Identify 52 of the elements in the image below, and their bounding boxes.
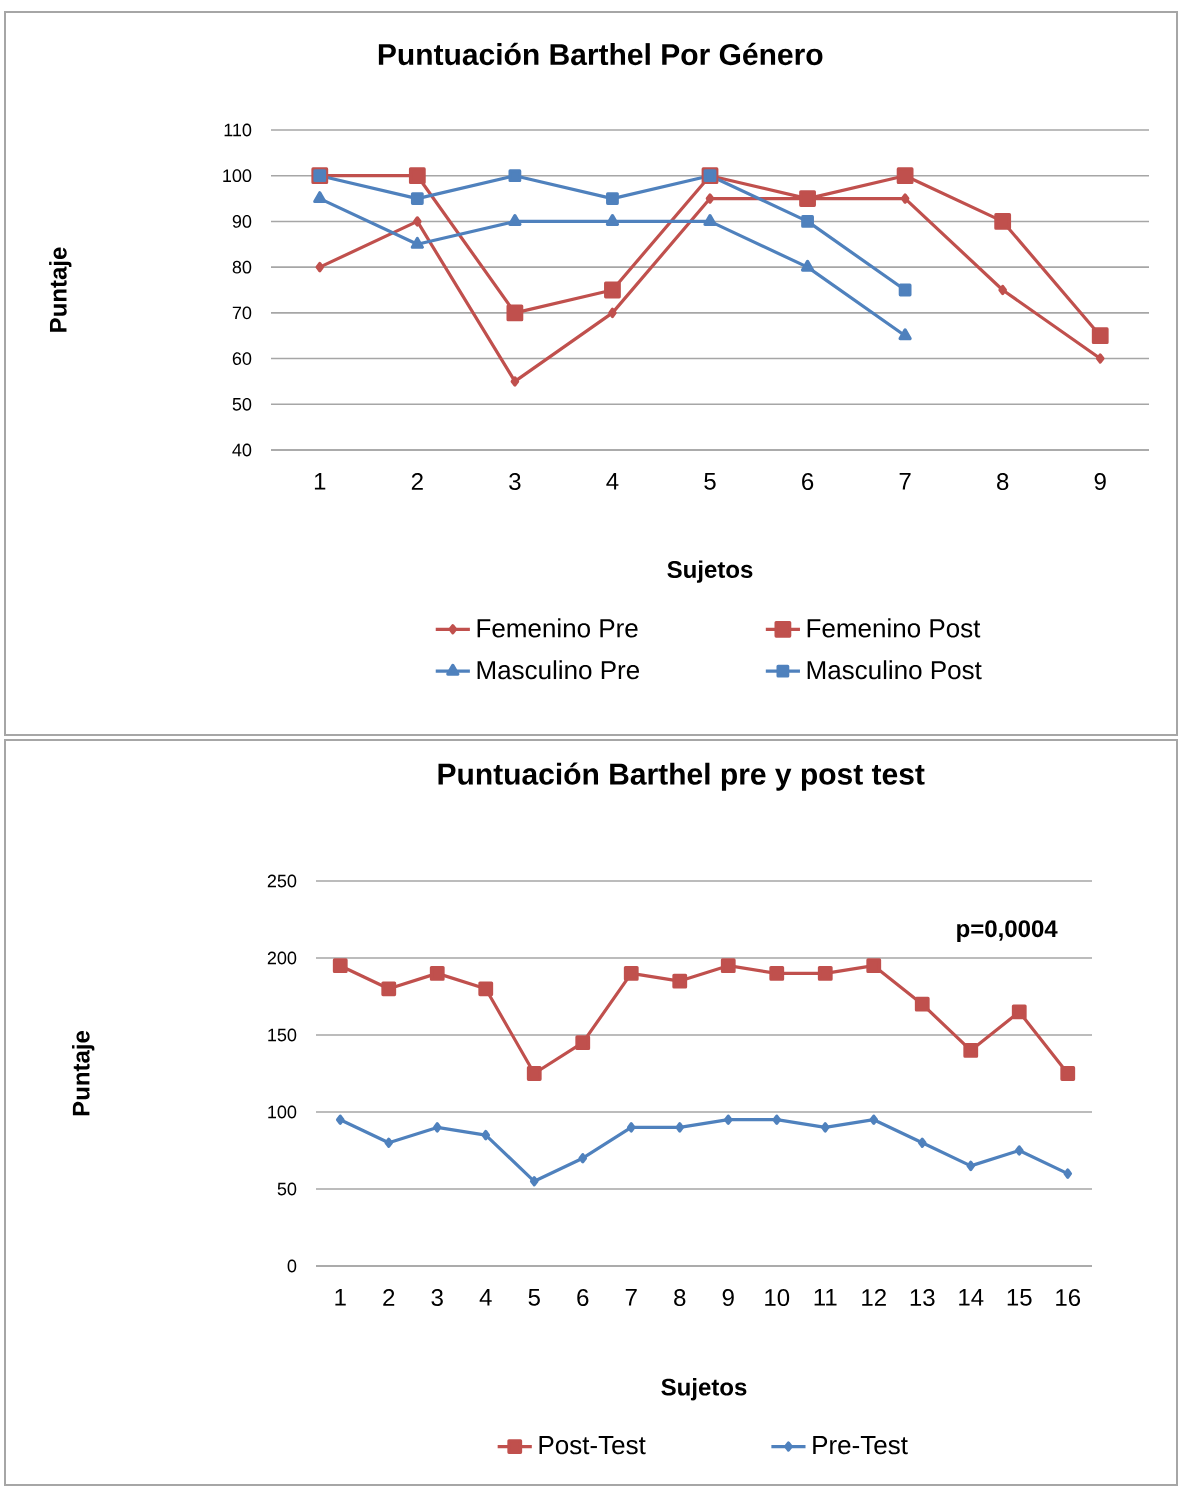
- y-tick-label: 100: [268, 1105, 297, 1119]
- chart-title: Puntuación Barthel pre y post test: [438, 762, 925, 791]
- x-tick-label: 12: [862, 1289, 886, 1306]
- x-axis-title: Sujetos: [667, 560, 753, 583]
- y-tick-label: 60: [232, 352, 252, 365]
- x-tick-label: 10: [765, 1289, 790, 1307]
- x-tick-label: 7: [625, 1289, 637, 1306]
- x-tick-label: 2: [411, 473, 423, 490]
- x-tick-label: 1: [314, 473, 326, 490]
- y-tick-label: 80: [232, 260, 252, 274]
- y-tick-label: 150: [268, 1028, 297, 1042]
- y-tick-label: 50: [277, 1182, 297, 1196]
- annotation: p=0,0004: [957, 920, 1058, 942]
- legend-label: Femenino Pre: [477, 618, 638, 638]
- x-tick-label: 8: [674, 1289, 686, 1307]
- y-tick-label: 90: [232, 215, 252, 228]
- x-tick-label: 6: [577, 1289, 589, 1307]
- x-tick-label: 3: [431, 1289, 443, 1307]
- legend-label: Femenino Post: [807, 618, 981, 638]
- y-axis-title: Puntaje: [72, 1030, 95, 1116]
- x-tick-label: 15: [1007, 1289, 1032, 1306]
- x-tick-label: 14: [959, 1289, 984, 1306]
- x-tick-label: 3: [509, 473, 521, 491]
- legend-label: Post-Test: [539, 1436, 646, 1455]
- y-tick-label: 70: [232, 306, 252, 320]
- x-tick-label: 8: [997, 473, 1009, 491]
- x-tick-label: 5: [704, 473, 716, 490]
- x-tick-label: 9: [1094, 473, 1106, 491]
- legend-label: Pre-Test: [813, 1436, 908, 1455]
- y-tick-label: 100: [223, 169, 252, 183]
- x-tick-label: 4: [479, 1289, 492, 1306]
- y-tick-label: 0: [287, 1259, 297, 1273]
- x-tick-label: 16: [1056, 1289, 1081, 1307]
- x-tick-label: 7: [899, 473, 911, 490]
- x-tick-label: 4: [606, 473, 619, 490]
- x-tick-label: 2: [383, 1289, 395, 1306]
- y-tick-label: 250: [267, 874, 297, 888]
- x-tick-label: 13: [910, 1289, 935, 1307]
- y-tick-label: 40: [232, 443, 252, 457]
- legend-label: Masculino Pre: [477, 660, 640, 680]
- y-tick-label: 200: [267, 951, 297, 965]
- y-axis-title: Puntaje: [49, 247, 72, 332]
- x-tick-label: 6: [802, 473, 814, 491]
- x-axis-title: Sujetos: [661, 1378, 747, 1401]
- chart-title: Puntuación Barthel Por Género: [378, 42, 823, 66]
- x-tick-label: 11: [814, 1289, 837, 1306]
- x-tick-label: 9: [722, 1289, 734, 1307]
- y-tick-label: 110: [224, 123, 252, 137]
- x-tick-label: 1: [335, 1289, 346, 1306]
- y-tick-label: 50: [232, 397, 252, 411]
- x-tick-label: 5: [528, 1289, 540, 1306]
- legend-label: Masculino Post: [807, 660, 982, 680]
